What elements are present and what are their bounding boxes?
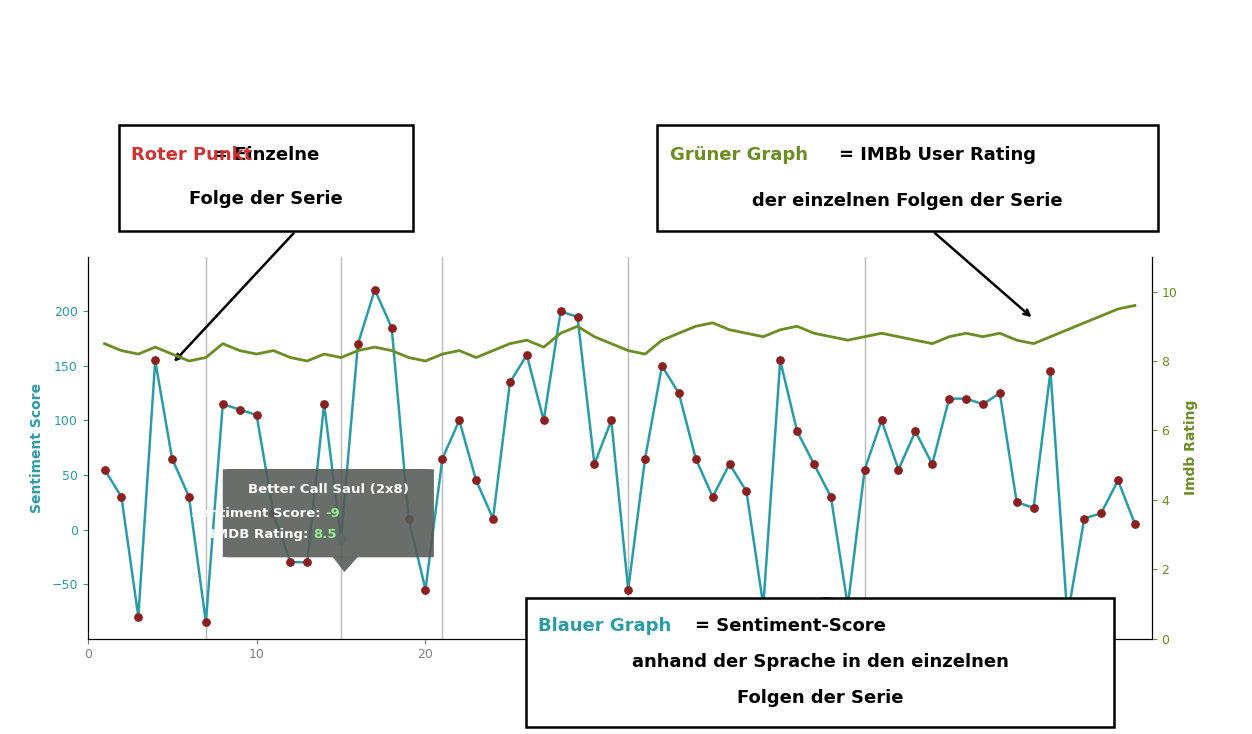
Point [821, 491, 841, 503]
Point [483, 513, 503, 525]
Point [736, 485, 756, 497]
Point [770, 355, 790, 366]
Point [263, 507, 283, 519]
Text: Blauer Graph: Blauer Graph [538, 617, 671, 636]
Point [939, 393, 959, 404]
Point [533, 415, 553, 426]
Point [871, 415, 891, 426]
Text: IMDB Rating:: IMDB Rating: [210, 528, 313, 542]
Point [466, 475, 486, 487]
Point [1058, 611, 1078, 622]
Point [94, 464, 114, 476]
Point [720, 458, 740, 470]
Point [213, 399, 233, 410]
Text: der einzelnen Folgen der Serie: der einzelnen Folgen der Serie [752, 192, 1063, 211]
Point [804, 458, 824, 470]
Point [567, 311, 587, 323]
Point [551, 305, 571, 317]
Point [1074, 513, 1094, 525]
Point [1040, 366, 1060, 377]
Point [788, 426, 808, 437]
Text: -9: -9 [326, 506, 339, 520]
Point [923, 458, 943, 470]
Point [754, 600, 774, 611]
Point [382, 322, 402, 334]
Point [618, 584, 639, 595]
Point [111, 491, 131, 503]
Point [669, 388, 689, 399]
Point [145, 355, 165, 366]
Point [517, 349, 537, 361]
Point [889, 464, 909, 476]
Point [652, 360, 672, 372]
Point [162, 453, 182, 465]
Text: Folge der Serie: Folge der Serie [189, 190, 343, 208]
Point [1108, 475, 1128, 487]
Point [1024, 502, 1044, 514]
Point [432, 453, 452, 465]
Point [297, 556, 317, 568]
Point [990, 388, 1010, 399]
Y-axis label: Sentiment Score: Sentiment Score [30, 382, 45, 513]
FancyBboxPatch shape [223, 469, 434, 557]
Point [247, 409, 267, 421]
Point [229, 404, 249, 415]
Text: = Sentiment-Score: = Sentiment-Score [695, 617, 885, 636]
Point [398, 513, 418, 525]
Polygon shape [333, 557, 358, 572]
Point [905, 426, 925, 437]
Point [449, 415, 470, 426]
Point [331, 534, 351, 545]
Point [179, 491, 199, 503]
Text: anhand der Sprache in den einzelnen: anhand der Sprache in den einzelnen [631, 653, 1009, 672]
X-axis label: Episode and Season: Episode and Season [557, 666, 682, 678]
Y-axis label: Imdb Rating: Imdb Rating [1184, 400, 1198, 495]
Point [1092, 507, 1112, 519]
Point [348, 338, 368, 350]
Point [195, 617, 215, 628]
Text: = IMBb User Rating: = IMBb User Rating [839, 145, 1035, 164]
Point [702, 491, 722, 503]
Text: Better Call Saul (2x8): Better Call Saul (2x8) [248, 483, 409, 495]
Point [686, 453, 706, 465]
Point [364, 284, 384, 296]
Point [1007, 496, 1027, 508]
Point [500, 377, 520, 388]
Point [635, 453, 655, 465]
Point [957, 393, 977, 404]
Text: = Einzelne: = Einzelne [213, 145, 319, 164]
Point [585, 458, 605, 470]
Text: Folgen der Serie: Folgen der Serie [737, 689, 903, 708]
Point [314, 399, 334, 410]
Point [280, 556, 300, 568]
Text: Grüner Graph: Grüner Graph [670, 145, 808, 164]
Text: Roter Punkt: Roter Punkt [131, 145, 253, 164]
Point [601, 415, 621, 426]
Point [855, 464, 875, 476]
Point [128, 611, 148, 622]
Text: 8.5: 8.5 [313, 528, 337, 542]
Point [838, 600, 858, 611]
Point [1126, 518, 1146, 530]
Text: Sentiment Score:: Sentiment Score: [190, 506, 326, 520]
Point [973, 399, 993, 410]
Point [331, 534, 351, 545]
Point [416, 584, 436, 595]
